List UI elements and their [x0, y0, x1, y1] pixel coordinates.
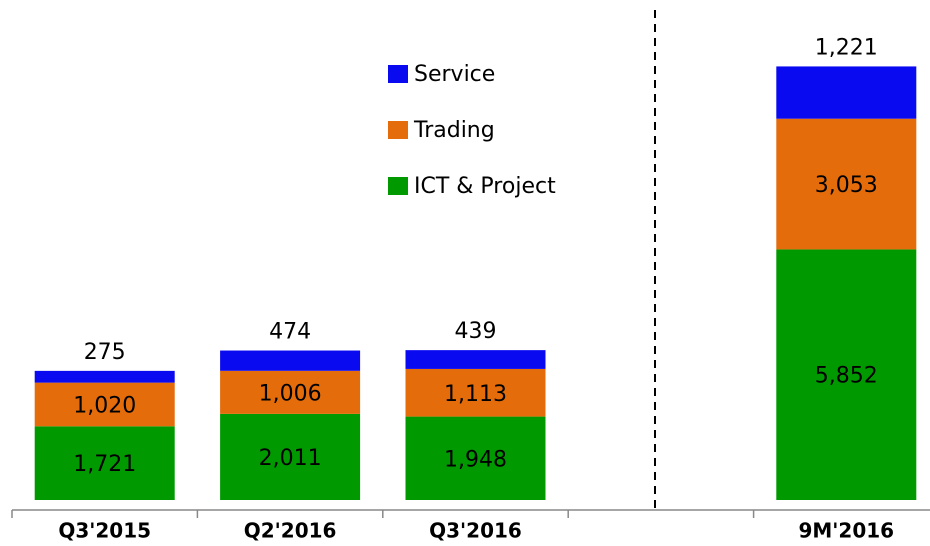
x-tick-label: Q3'2015: [58, 519, 151, 543]
data-label: 3,053: [815, 173, 878, 198]
data-label: 275: [84, 340, 126, 365]
bar-segment: [776, 66, 917, 119]
legend-label: Service: [414, 62, 495, 87]
data-label: 474: [269, 320, 311, 345]
data-label: 2,011: [259, 446, 322, 471]
data-label: 1,020: [73, 393, 136, 418]
bar-segment: [776, 118, 917, 250]
bar-segment: [34, 382, 175, 427]
bar-segment: [220, 370, 361, 414]
data-label: 1,221: [815, 35, 878, 60]
legend-swatch: [388, 65, 408, 83]
legend-label: ICT & Project: [414, 174, 556, 199]
data-label: 1,006: [259, 381, 322, 406]
data-label: 1,948: [444, 447, 507, 472]
bar-segment: [405, 350, 546, 369]
data-label: 5,852: [815, 364, 878, 389]
bar-segment: [776, 249, 917, 500]
x-tick-label: 9M'2016: [798, 519, 894, 543]
x-tick-label: Q2'2016: [244, 519, 337, 543]
bar-segment: [405, 368, 546, 417]
legend-swatch: [388, 121, 408, 139]
data-label: 439: [455, 319, 497, 344]
x-tick-label: Q3'2016: [429, 519, 522, 543]
bar-segment: [220, 413, 361, 500]
data-label: 1,113: [444, 382, 507, 407]
data-label: 1,721: [73, 452, 136, 477]
bar-segment: [34, 426, 175, 500]
bar-segment: [405, 416, 546, 500]
legend-label: Trading: [413, 118, 495, 143]
legend-swatch: [388, 177, 408, 195]
bar-segment: [34, 370, 175, 383]
bar-segment: [220, 350, 361, 371]
